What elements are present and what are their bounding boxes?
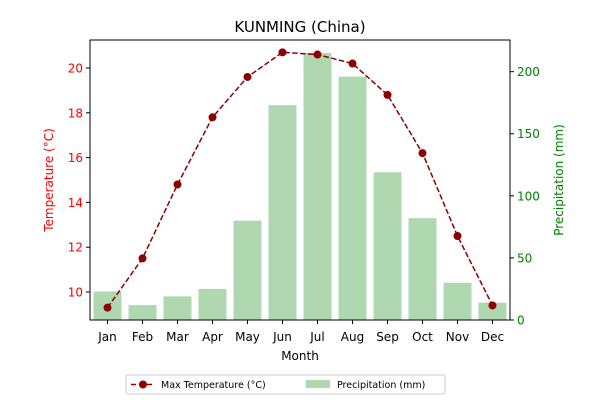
temperature-point-jan — [103, 303, 112, 312]
precipitation-bar-sep — [373, 172, 402, 320]
plot-frame — [89, 39, 511, 321]
x-tick-label: Mar — [166, 330, 189, 344]
x-tick-label: Jun — [272, 330, 292, 344]
right-y-tick-label: 200 — [517, 65, 540, 79]
temperature-point-feb — [138, 254, 147, 263]
right-y-tick-label: 0 — [517, 314, 525, 328]
temperature-point-oct — [418, 149, 427, 158]
precipitation-bar-apr — [198, 288, 227, 320]
temperature-line — [103, 48, 497, 312]
precipitation-bar-oct — [408, 218, 437, 320]
right-y-tick-label: 100 — [517, 189, 540, 203]
precipitation-bar-nov — [443, 282, 472, 320]
right-y-tick-label: 50 — [517, 251, 532, 265]
left-y-tick-label: 16 — [68, 151, 83, 165]
precipitation-bar-jul — [303, 53, 332, 321]
precipitation-bar-jun — [268, 105, 297, 320]
temperature-line-path — [106, 51, 494, 309]
temperature-point-may — [243, 72, 252, 81]
legend-box — [125, 374, 446, 395]
temperature-point-dec — [488, 301, 497, 310]
legend: Max Temperature (°C) Precipitation (mm) — [125, 374, 446, 395]
temperature-point-nov — [453, 232, 462, 240]
right-y-tick-label: 150 — [517, 127, 540, 141]
left-y-axis: 10 12 14 16 18 20 — [68, 62, 90, 300]
x-tick-label: Jul — [309, 330, 324, 344]
x-tick-label: Sep — [376, 330, 399, 344]
x-axis: Jan Feb Mar Apr May Jun Jul Aug Sep Oct Nov Dec — [97, 320, 504, 344]
right-y-axis-label: Precipitation (mm) — [552, 124, 566, 236]
precipitation-bar-feb — [128, 305, 157, 320]
temperature-point-apr — [208, 113, 217, 122]
temperature-point-mar — [173, 180, 182, 189]
x-axis-label: Month — [281, 349, 319, 363]
precipitation-bar-dec — [478, 302, 507, 320]
left-y-tick-label: 12 — [68, 241, 83, 255]
x-tick-label: Aug — [341, 330, 364, 344]
x-tick-label: Apr — [202, 330, 223, 344]
x-tick-label: Nov — [446, 330, 469, 344]
precipitation-bars — [93, 53, 507, 321]
chart-title: KUNMING (China) — [234, 18, 365, 36]
x-tick-label: Feb — [132, 330, 153, 344]
legend-label-temperature: Max Temperature (°C) — [161, 380, 266, 391]
temperature-point-jul — [313, 50, 322, 59]
legend-label-precipitation: Precipitation (mm) — [337, 380, 425, 391]
x-tick-label: Dec — [481, 330, 504, 344]
precipitation-bar-aug — [338, 76, 367, 320]
temperature-point-sep — [383, 90, 392, 99]
temperature-point-jun — [278, 48, 287, 57]
left-y-tick-label: 14 — [68, 196, 83, 210]
left-y-axis-label: Temperature (°C) — [42, 128, 56, 233]
legend-bar-swatch — [306, 380, 330, 388]
left-y-tick-label: 10 — [68, 286, 83, 300]
right-y-axis: 0 50 100 150 200 — [510, 65, 540, 328]
precipitation-bar-mar — [163, 296, 192, 320]
left-y-tick-label: 20 — [68, 62, 83, 76]
x-tick-label: Jan — [97, 330, 117, 344]
left-y-tick-label: 18 — [68, 106, 83, 120]
temperature-point-aug — [348, 59, 357, 68]
precipitation-bar-may — [233, 220, 262, 320]
x-tick-label: May — [235, 330, 260, 344]
x-tick-label: Oct — [412, 330, 433, 344]
legend-line-marker — [139, 380, 147, 389]
